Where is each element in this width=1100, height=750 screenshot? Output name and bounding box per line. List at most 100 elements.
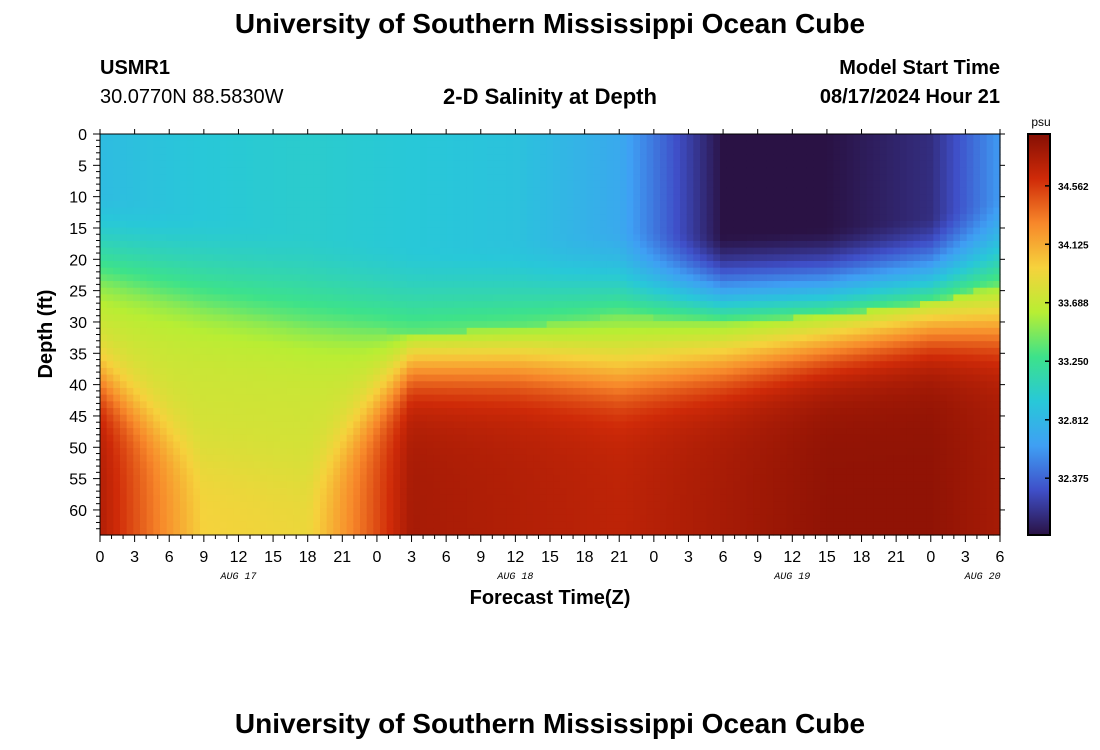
heatmap-cell xyxy=(320,441,328,449)
heatmap-cell xyxy=(273,154,281,162)
heatmap-cell xyxy=(273,207,281,215)
heatmap-cell xyxy=(346,448,354,456)
heatmap-cell xyxy=(640,474,648,483)
heatmap-cell xyxy=(480,301,488,309)
heatmap-cell xyxy=(533,247,541,255)
heatmap-cell xyxy=(406,361,414,369)
heatmap-cell xyxy=(213,227,221,235)
heatmap-cell xyxy=(446,174,454,182)
heatmap-cell xyxy=(453,381,461,389)
heatmap-cell xyxy=(366,461,374,469)
heatmap-cell xyxy=(393,354,401,362)
heatmap-cell xyxy=(413,287,421,295)
heatmap-cell xyxy=(493,154,501,162)
heatmap-cell xyxy=(206,220,214,229)
heatmap-cell xyxy=(533,374,541,382)
heatmap-cell xyxy=(240,327,248,336)
heatmap-cell xyxy=(193,207,201,215)
heatmap-cell xyxy=(426,134,434,142)
heatmap-cell xyxy=(306,421,314,429)
heatmap-cell xyxy=(613,401,621,409)
heatmap-cell xyxy=(246,214,254,222)
heatmap-cell xyxy=(120,394,128,402)
heatmap-cell xyxy=(286,287,294,295)
heatmap-cell xyxy=(300,174,308,182)
heatmap-cell xyxy=(420,160,428,169)
heatmap-cell xyxy=(326,207,334,215)
heatmap-cell xyxy=(426,448,434,456)
heatmap-cell xyxy=(133,260,141,269)
heatmap-cell xyxy=(460,281,468,289)
heatmap-cell xyxy=(293,321,301,329)
heatmap-cell xyxy=(553,494,561,503)
heatmap-cell xyxy=(380,434,388,443)
heatmap-cell xyxy=(213,341,221,349)
heatmap-cell xyxy=(526,394,534,402)
heatmap-cell xyxy=(526,267,534,275)
heatmap-cell xyxy=(306,240,314,249)
heatmap-cell xyxy=(366,387,374,396)
heatmap-cell xyxy=(226,521,234,529)
heatmap-cell xyxy=(160,461,168,469)
heatmap-cell xyxy=(226,240,234,249)
heatmap-cell xyxy=(526,174,534,182)
heatmap-cell xyxy=(240,267,248,275)
heatmap-cell xyxy=(166,227,174,235)
heatmap-cell xyxy=(300,514,308,523)
heatmap-cell xyxy=(593,408,601,416)
heatmap-cell xyxy=(500,387,508,396)
heatmap-cell xyxy=(253,294,261,302)
heatmap-cell xyxy=(546,401,554,409)
heatmap-cell xyxy=(613,267,621,275)
heatmap-cell xyxy=(640,341,648,349)
heatmap-cell xyxy=(246,408,254,416)
heatmap-cell xyxy=(593,448,601,456)
heatmap-cell xyxy=(513,448,521,456)
heatmap-cell xyxy=(520,367,528,376)
heatmap-cell xyxy=(166,281,174,289)
heatmap-cell xyxy=(313,200,321,209)
heatmap-cell xyxy=(586,361,594,369)
heatmap-cell xyxy=(260,341,268,349)
heatmap-cell xyxy=(280,421,288,429)
heatmap-cell xyxy=(346,287,354,295)
heatmap-cell xyxy=(446,260,454,269)
heatmap-cell xyxy=(520,167,528,175)
heatmap-cell xyxy=(440,187,448,195)
heatmap-cell xyxy=(353,387,361,396)
heatmap-cell xyxy=(200,167,208,175)
heatmap-cell xyxy=(426,247,434,255)
heatmap-cell xyxy=(420,287,428,295)
heatmap-cell xyxy=(500,207,508,215)
heatmap-cell xyxy=(213,240,221,249)
heatmap-cell xyxy=(213,207,221,215)
heatmap-cell xyxy=(153,327,161,336)
heatmap-cell xyxy=(646,167,654,175)
heatmap-cell xyxy=(246,448,254,456)
heatmap-cell xyxy=(453,428,461,436)
heatmap-cell xyxy=(473,147,481,155)
heatmap-cell xyxy=(526,341,534,349)
heatmap-cell xyxy=(593,421,601,429)
heatmap-cell xyxy=(120,194,128,202)
heatmap-cell xyxy=(620,454,628,463)
heatmap-cell xyxy=(500,361,508,369)
heatmap-cell xyxy=(480,514,488,523)
heatmap-cell xyxy=(153,414,161,422)
heatmap-cell xyxy=(100,488,108,496)
heatmap-cell xyxy=(633,281,641,289)
heatmap-cell xyxy=(493,174,501,182)
heatmap-cell xyxy=(380,428,388,436)
heatmap-cell xyxy=(313,347,321,356)
heatmap-cell xyxy=(106,448,114,456)
heatmap-cell xyxy=(593,461,601,469)
heatmap-cell xyxy=(426,167,434,175)
heatmap-cell xyxy=(180,240,188,249)
heatmap-cell xyxy=(613,341,621,349)
heatmap-cell xyxy=(386,247,394,255)
heatmap-cell xyxy=(533,454,541,463)
heatmap-cell xyxy=(600,287,608,295)
heatmap-cell xyxy=(446,394,454,402)
heatmap-cell xyxy=(153,334,161,342)
heatmap-cell xyxy=(213,454,221,463)
